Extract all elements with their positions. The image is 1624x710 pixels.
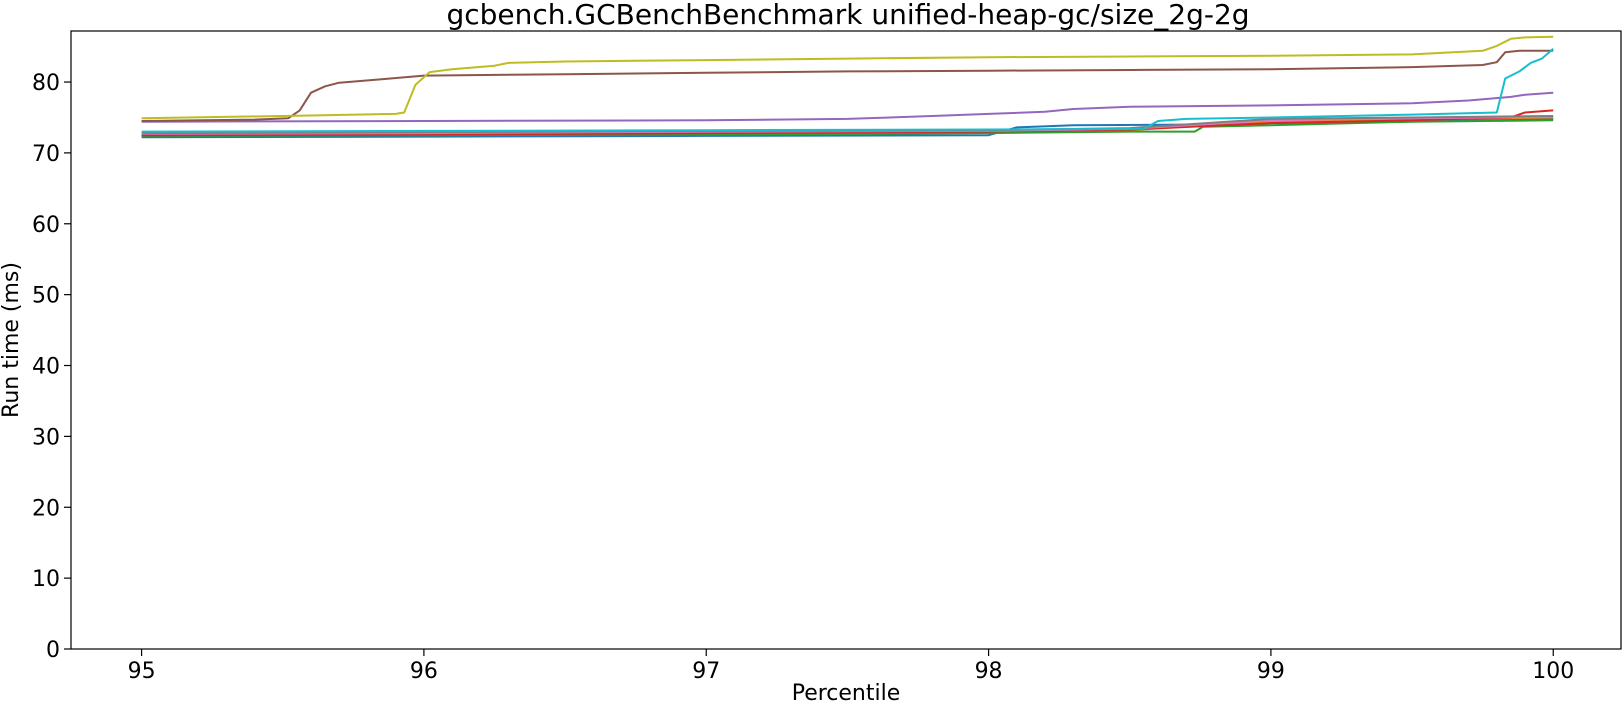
series-layer (141, 35, 1554, 139)
x-tick-label: 100 (1532, 659, 1574, 684)
series-line-5 (141, 91, 1554, 123)
chart-title: gcbench.GCBenchBenchmark unified-heap-gc… (446, 0, 1249, 31)
x-tick-label: 96 (410, 659, 438, 684)
y-tick-label: 20 (32, 496, 60, 521)
plot-area-frame (70, 30, 1622, 650)
series-line-9 (141, 35, 1554, 120)
x-tick-label: 99 (1257, 659, 1285, 684)
series-line-6 (141, 49, 1554, 122)
x-tick-label: 97 (692, 659, 720, 684)
x-tick-label: 95 (128, 659, 156, 684)
x-axis-title: Percentile (792, 681, 901, 706)
x-axis: 95 96 97 98 99 100 (128, 649, 1574, 684)
y-tick-label: 10 (32, 567, 60, 592)
y-axis-title: Run time (ms) (0, 262, 24, 418)
y-tick-label: 80 (32, 71, 60, 96)
x-tick-label: 98 (975, 659, 1003, 684)
series-line-10 (141, 47, 1554, 133)
series-line-4 (141, 109, 1554, 137)
y-tick-label: 40 (32, 355, 60, 380)
y-tick-label: 30 (32, 425, 60, 450)
y-tick-label: 0 (46, 638, 60, 663)
y-axis: 0 10 20 30 40 50 60 70 80 (32, 71, 71, 663)
series-line-3 (141, 119, 1554, 137)
y-tick-label: 50 (32, 284, 60, 309)
y-tick-label: 70 (32, 142, 60, 167)
y-tick-label: 60 (32, 213, 60, 238)
